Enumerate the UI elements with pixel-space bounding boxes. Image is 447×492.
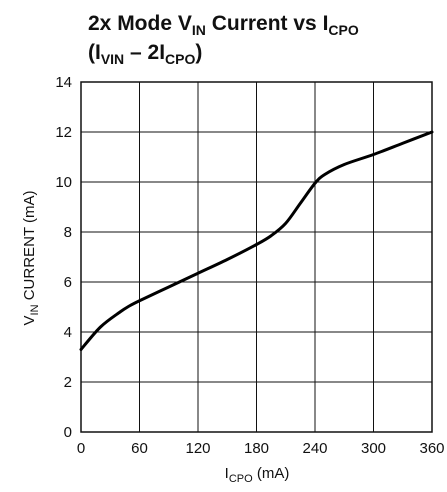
- y-tick-label: 10: [55, 174, 72, 191]
- title-line1-part-a: 2x Mode V: [88, 12, 192, 35]
- y-tick-label: 8: [64, 224, 72, 241]
- x-tick-label: 360: [419, 440, 444, 457]
- series-line-vin-current: [79, 130, 434, 351]
- y-tick-label: 0: [64, 424, 72, 441]
- title-line2-sub-a: VIN: [101, 51, 124, 67]
- title-line2-sub-b: CPO: [165, 51, 195, 67]
- y-tick-label: 2: [64, 374, 72, 391]
- y-tick-label: 14: [55, 74, 72, 91]
- x-tick-label: 120: [185, 440, 210, 457]
- y-tick-label: 12: [55, 124, 72, 141]
- x-axis-label-rest: (mA): [253, 465, 290, 482]
- title-line2-part-c: ): [195, 41, 202, 64]
- title-line2-part-b: – 2I: [124, 41, 165, 64]
- chart-title-line2: (IVIN – 2ICPO): [88, 41, 202, 67]
- x-tick-label: 0: [77, 440, 85, 457]
- title-line1-sub-a: IN: [192, 22, 206, 38]
- x-tick-label: 60: [131, 440, 148, 457]
- grid-lines: [80, 81, 433, 433]
- y-axis-label-rest: CURRENT (mA): [21, 191, 38, 305]
- x-tick-label: 300: [361, 440, 386, 457]
- plot-frame: [80, 81, 433, 433]
- x-axis-label-main: I: [225, 465, 229, 482]
- title-line2-part-a: (I: [88, 41, 101, 64]
- title-line1-sub-b: CPO: [328, 22, 358, 38]
- x-tick-label: 240: [302, 440, 327, 457]
- chart-title-line1: 2x Mode VIN Current vs ICPO: [88, 12, 359, 38]
- y-axis-label: VIN CURRENT (mA): [21, 191, 41, 326]
- tick-labels: 0 60 120 180 240 300 360 0 2 4 6 8 10 12 14: [55, 74, 444, 457]
- title-line1-part-b: Current vs I: [206, 12, 329, 35]
- x-axis-label-sub: CPO: [229, 473, 253, 485]
- y-axis-label-main: V: [21, 315, 38, 325]
- x-tick-label: 180: [244, 440, 269, 457]
- y-tick-label: 6: [64, 274, 72, 291]
- x-axis-label: ICPO (mA): [225, 465, 290, 485]
- y-axis-label-sub: IN: [29, 304, 41, 315]
- y-tick-label: 4: [64, 324, 72, 341]
